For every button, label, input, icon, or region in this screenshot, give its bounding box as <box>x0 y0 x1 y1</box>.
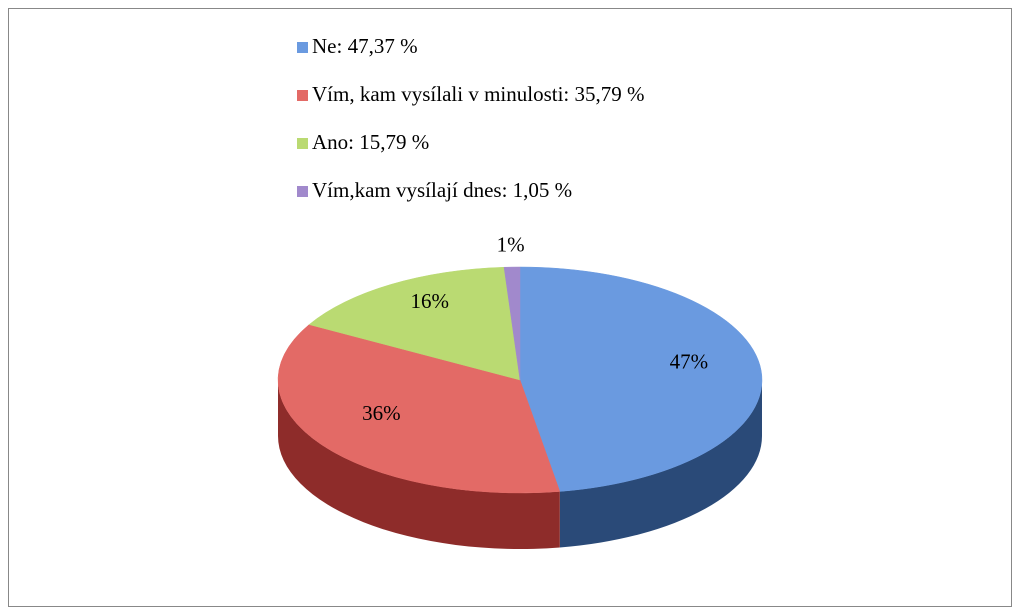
slice <box>519 266 763 492</box>
legend-swatch <box>297 186 308 197</box>
data-label: 36% <box>362 401 401 425</box>
legend-swatch <box>297 42 308 53</box>
data-label: 16% <box>410 289 449 313</box>
slice <box>503 266 521 381</box>
data-label: 1% <box>497 233 525 257</box>
legend-label: Vím,kam vysílají dnes: 1,05 % <box>312 178 572 202</box>
data-label: 47% <box>670 349 709 373</box>
slice-side <box>278 380 560 549</box>
slice <box>308 266 521 381</box>
legend-swatch <box>297 138 308 149</box>
legend-label: Vím, kam vysílali v minulosti: 35,79 % <box>312 82 645 106</box>
slice <box>277 324 561 494</box>
legend-label: Ano: 15,79 % <box>312 130 429 154</box>
legend-swatch <box>297 90 308 101</box>
legend-label: Ne: 47,37 % <box>312 34 418 58</box>
slice-side <box>559 380 762 548</box>
